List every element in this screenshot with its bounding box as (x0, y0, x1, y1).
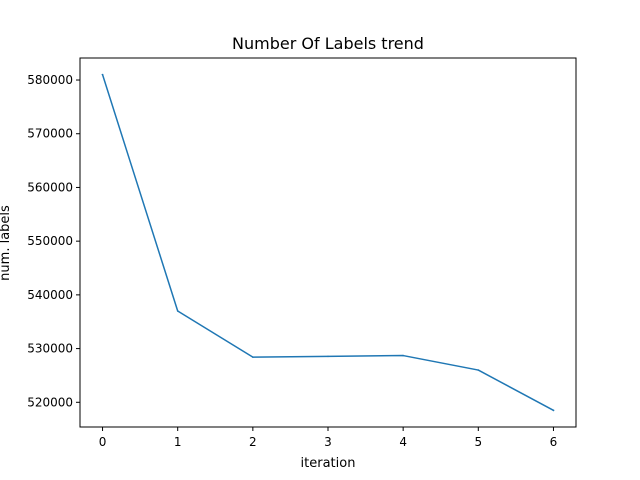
data-point (402, 354, 404, 357)
x-tick-label: 5 (474, 435, 482, 449)
x-tick-label: 3 (324, 435, 332, 449)
data-point (477, 369, 480, 371)
data-point (101, 73, 104, 76)
y-tick-label: 550000 (27, 234, 73, 248)
y-tick-label: 540000 (27, 288, 73, 302)
y-axis-label: num. labels (0, 205, 13, 281)
data-point (252, 356, 254, 358)
x-tick-label: 2 (249, 435, 257, 449)
data-point (176, 310, 179, 312)
plot-area (79, 57, 577, 428)
y-axis-ticks: 520000 530000 540000 550000 560000 570000 5800… (27, 73, 80, 409)
x-axis-label: iteration (301, 456, 356, 471)
x-tick-label: 1 (174, 435, 182, 449)
y-tick-label: 520000 (27, 395, 73, 409)
data-point (552, 409, 555, 412)
chart-title: Number Of Labels trend (232, 34, 424, 53)
y-tick-label: 570000 (27, 127, 73, 141)
x-tick-label: 6 (550, 435, 558, 449)
y-tick-label: 580000 (27, 73, 73, 87)
data-point (327, 355, 329, 358)
x-tick-label: 0 (99, 435, 107, 449)
series-points (101, 73, 555, 412)
y-tick-label: 530000 (27, 342, 73, 356)
x-axis-ticks: 0 1 2 3 4 5 6 (99, 427, 558, 449)
x-tick-label: 4 (399, 435, 407, 449)
y-tick-label: 560000 (27, 180, 73, 194)
